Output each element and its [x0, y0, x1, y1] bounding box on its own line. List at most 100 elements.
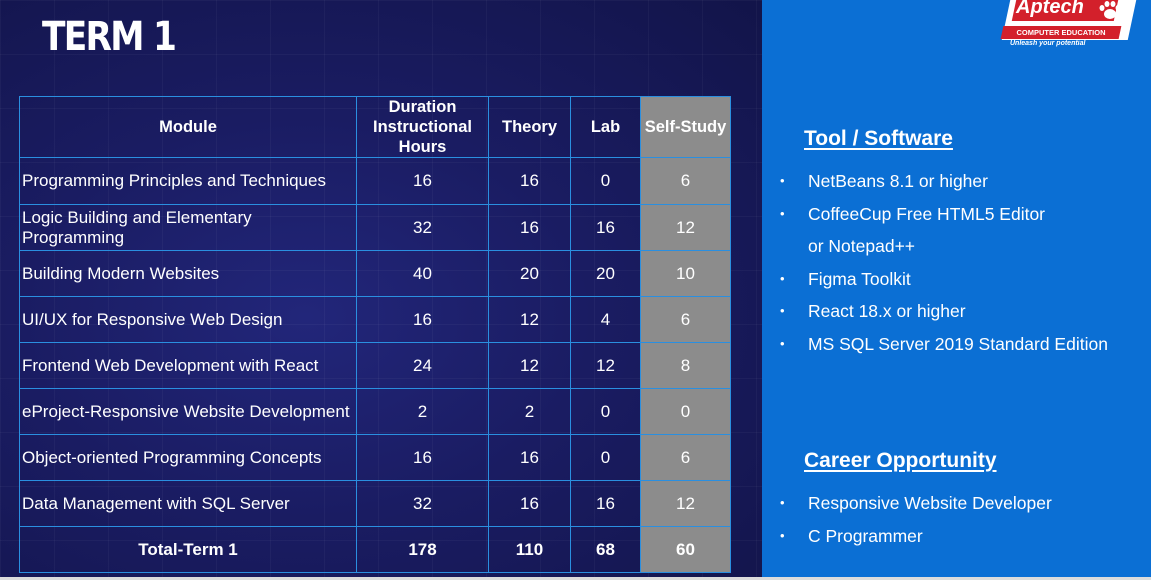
- module-name-line: UI/UX for Responsive Web Design: [22, 309, 283, 329]
- tool-item-text: CoffeeCup Free HTML5 Editor: [808, 203, 1046, 224]
- theory-cell: 2: [488, 388, 571, 435]
- module-name-line: Programming Principles and Techniques: [22, 171, 326, 190]
- bullet-icon: •: [780, 495, 785, 510]
- tools-list: • NetBeans 8.1 or higher • CoffeeCup Free H…: [778, 165, 1108, 360]
- tool-item: • CoffeeCup Free HTML5 Editor or Notepad++: [778, 198, 1108, 263]
- module-name-line: Programming: [22, 227, 125, 247]
- table-row: UI/UX for Responsive Web Design 16 12 4 6: [19, 296, 731, 343]
- module-name-cell: Programming Principles and Techniques: [19, 157, 357, 205]
- module-name-line: Building Modern Websites: [22, 263, 220, 283]
- lab-cell: 4: [570, 296, 641, 343]
- table-row: Data Management with SQL Server 32 16 16 12: [19, 480, 731, 527]
- logo-wordmark: Aptech: [1016, 0, 1084, 18]
- self-study-cell: 12: [640, 480, 731, 527]
- theory-cell: 16: [488, 204, 571, 251]
- paw-icon: [1099, 1, 1121, 19]
- tool-item: • NetBeans 8.1 or higher: [778, 165, 1108, 198]
- bullet-icon: •: [780, 173, 785, 188]
- header-duration-line: Hours: [398, 138, 447, 156]
- tool-item-text: or Notepad++: [808, 236, 916, 256]
- theory-cell: 16: [488, 157, 571, 205]
- module-name-line: Data Management with SQL Server: [22, 493, 290, 513]
- bullet-icon: •: [780, 270, 785, 286]
- self-study-cell: 6: [640, 434, 731, 481]
- tool-item-text: NetBeans 8.1 or higher: [808, 171, 988, 191]
- bullet-icon: •: [780, 335, 785, 351]
- duration-cell: 40: [356, 250, 489, 297]
- self-study-cell: 0: [640, 388, 731, 435]
- theory-cell: 16: [488, 480, 571, 527]
- duration-cell: 24: [356, 342, 489, 389]
- duration-cell: 2: [356, 388, 489, 435]
- table-row: Frontend Web Development with React 24 12 1…: [19, 342, 731, 389]
- theory-cell: 12: [488, 342, 571, 389]
- self-study-cell: 10: [640, 250, 731, 297]
- tool-item: • MS SQL Server 2019 Standard Edition: [778, 328, 1108, 361]
- bottom-strip: [0, 577, 1151, 580]
- bullet-icon: •: [780, 527, 785, 543]
- bullet-icon: •: [780, 205, 785, 221]
- modules-table: Module Duration Instructional Hours Theo…: [19, 96, 731, 573]
- header-self-study: Self-Study: [640, 96, 731, 158]
- table-row: Logic Building and Elementary Programming…: [19, 204, 731, 251]
- duration-cell: 16: [356, 296, 489, 343]
- theory-cell: 20: [488, 250, 571, 297]
- total-theory: 110: [488, 526, 571, 573]
- module-name-cell: Data Management with SQL Server: [19, 480, 357, 527]
- tool-item-text: MS SQL Server 2019 Standard Edition: [808, 333, 1108, 354]
- table-row: Object-oriented Programming Concepts 16 16…: [19, 434, 731, 481]
- career-item-text: Responsive Website Developer: [808, 493, 1052, 513]
- header-module: Module: [19, 96, 357, 158]
- page-title: TERM 1: [42, 14, 177, 60]
- total-row: Total-Term 1 178 110 68 60: [19, 526, 731, 573]
- self-study-cell: 6: [640, 296, 731, 343]
- logo-tagline: Unleash your potential: [1010, 40, 1086, 47]
- career-item-text: C Programmer: [808, 525, 923, 546]
- self-study-cell: 8: [640, 342, 731, 389]
- self-study-cell: 6: [640, 157, 731, 205]
- module-name-cell: UI/UX for Responsive Web Design: [19, 296, 357, 343]
- tool-item-text: React 18.x or higher: [808, 301, 966, 321]
- table-row: Programming Principles and Techniques 16 1…: [19, 157, 731, 205]
- duration-cell: 16: [356, 157, 489, 205]
- module-name-line: Frontend Web Development with React: [22, 355, 319, 375]
- career-item: • Responsive Website Developer: [778, 487, 1052, 520]
- total-self-study: 60: [640, 526, 731, 573]
- tool-item-text: Figma Toolkit: [808, 268, 911, 289]
- module-name-line: Logic Building and Elementary: [22, 207, 252, 227]
- lab-cell: 0: [570, 157, 641, 205]
- header-duration-line: Duration: [388, 98, 457, 116]
- module-name-line: Object-oriented Programming Concepts: [22, 447, 322, 467]
- tool-item: • React 18.x or higher: [778, 295, 1108, 328]
- table-header-row: Module Duration Instructional Hours Theo…: [19, 96, 731, 158]
- module-name-cell: Building Modern Websites: [19, 250, 357, 297]
- module-name-cell: eProject-Responsive Website Development: [19, 388, 357, 435]
- lab-cell: 16: [570, 204, 641, 251]
- tool-item: • Figma Toolkit: [778, 263, 1108, 296]
- career-list: • Responsive Website Developer • C Programm…: [778, 487, 1052, 552]
- right-panel: [762, 0, 1151, 577]
- self-study-cell: 12: [640, 204, 731, 251]
- lab-cell: 0: [570, 434, 641, 481]
- duration-cell: 32: [356, 204, 489, 251]
- duration-cell: 32: [356, 480, 489, 527]
- aptech-logo: Aptech COMPUTER EDUCATION Unleash your p…: [1000, 0, 1137, 52]
- header-theory: Theory: [488, 96, 571, 158]
- header-duration: Duration Instructional Hours: [356, 96, 489, 158]
- logo-subtitle: COMPUTER EDUCATION: [1016, 28, 1106, 37]
- theory-cell: 16: [488, 434, 571, 481]
- header-duration-line: Instructional: [372, 118, 472, 136]
- module-name-cell: Logic Building and Elementary Programming: [19, 204, 357, 251]
- duration-cell: 16: [356, 434, 489, 481]
- career-heading: Career Opportunity: [804, 449, 997, 472]
- lab-cell: 0: [570, 388, 641, 435]
- lab-cell: 12: [570, 342, 641, 389]
- table-row: eProject-Responsive Website Development 2…: [19, 388, 731, 435]
- lab-cell: 20: [570, 250, 641, 297]
- header-lab: Lab: [570, 96, 641, 158]
- lab-cell: 16: [570, 480, 641, 527]
- total-duration: 178: [356, 526, 489, 573]
- module-name-cell: Frontend Web Development with React: [19, 342, 357, 389]
- bullet-icon: •: [780, 303, 785, 318]
- module-name-line: eProject-Responsive Website Development: [22, 401, 350, 421]
